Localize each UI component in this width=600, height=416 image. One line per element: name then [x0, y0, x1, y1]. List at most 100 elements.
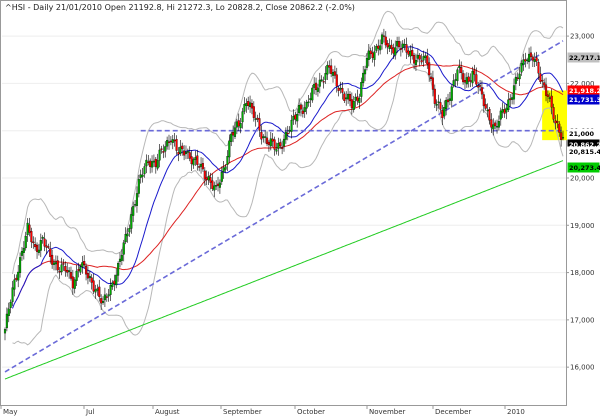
- candle-body: [558, 123, 561, 133]
- candle-body: [201, 163, 204, 170]
- candle-body: [337, 87, 340, 91]
- candle-body: [448, 98, 451, 101]
- candle-body: [345, 97, 348, 100]
- candle-body: [388, 45, 391, 49]
- candle-body: [79, 266, 82, 273]
- candle-body: [365, 58, 368, 68]
- candle-body: [405, 44, 408, 53]
- candle-body: [356, 96, 359, 102]
- candle-body: [3, 329, 7, 334]
- candle-body: [514, 76, 517, 84]
- candle-body: [250, 103, 254, 109]
- candle-body: [39, 239, 42, 251]
- y-tick-label: 17,000: [570, 316, 595, 324]
- candle-body: [429, 76, 433, 80]
- x-tick-label: October: [297, 408, 325, 416]
- candle-body: [145, 159, 148, 167]
- candle-body: [520, 63, 523, 73]
- candle-body: [305, 102, 308, 109]
- candle-body: [343, 93, 346, 101]
- candle-body: [26, 222, 29, 235]
- candle-body: [428, 62, 431, 76]
- candle-body: [509, 98, 512, 101]
- price-tag-box: [567, 128, 600, 139]
- candle-body: [130, 214, 133, 229]
- y-tick-label: 22,000: [570, 80, 595, 88]
- candle-body: [469, 80, 472, 82]
- candle-body: [32, 241, 35, 244]
- candle-body: [299, 104, 303, 110]
- x-tick-label: August: [155, 408, 180, 416]
- candle-body: [556, 121, 559, 123]
- candle-body: [526, 59, 529, 61]
- candle-body: [420, 60, 423, 63]
- candle-body: [222, 167, 225, 172]
- candle-body: [51, 254, 54, 265]
- trendline: [4, 40, 564, 373]
- candle-body: [546, 94, 549, 97]
- candle-body: [37, 249, 40, 253]
- trendlines: [4, 40, 564, 373]
- candle-body: [386, 43, 389, 48]
- candle-body: [167, 141, 171, 143]
- candle-body: [143, 166, 146, 175]
- candle-body: [552, 107, 555, 120]
- candle-body: [320, 79, 323, 81]
- candle-body: [162, 151, 165, 153]
- candle-body: [298, 104, 301, 114]
- candle-body: [43, 238, 46, 247]
- candle-body: [41, 236, 44, 239]
- candle-body: [330, 65, 333, 74]
- candle-body: [45, 245, 48, 248]
- candle-body: [377, 45, 380, 49]
- candle-body: [471, 71, 474, 84]
- candle-body: [81, 262, 84, 267]
- candle-body: [258, 118, 261, 131]
- candle-body: [11, 287, 14, 302]
- candle-body: [207, 176, 210, 181]
- candle-body: [473, 69, 476, 75]
- candle-body: [239, 123, 242, 129]
- candle-body: [477, 85, 480, 88]
- candle-body: [228, 140, 231, 158]
- candle-body: [213, 185, 216, 191]
- candle-body: [28, 224, 31, 233]
- candle-body: [241, 111, 244, 123]
- candle-body: [544, 84, 548, 96]
- candle-body: [260, 131, 263, 140]
- candle-body: [275, 149, 278, 152]
- candle-body: [58, 271, 61, 273]
- candle-body: [535, 57, 538, 62]
- candle-body: [169, 140, 172, 143]
- candle-body: [479, 85, 482, 87]
- candle-body: [347, 93, 350, 100]
- candle-body: [352, 101, 355, 110]
- candle-body: [35, 244, 39, 252]
- candle-body: [5, 313, 8, 329]
- candle-body: [529, 52, 533, 58]
- price-tag-label: 20,862.2: [569, 141, 600, 149]
- candle-body: [103, 294, 106, 301]
- candle-body: [132, 206, 135, 216]
- candle-body: [433, 88, 436, 104]
- y-tick-label: 20,000: [570, 174, 595, 182]
- candle-body: [211, 180, 214, 189]
- candle-body: [109, 285, 112, 295]
- candle-body: [422, 56, 425, 61]
- candle-body: [431, 77, 434, 90]
- candle-body: [247, 101, 250, 107]
- candle-body: [490, 119, 493, 128]
- candle-body: [307, 101, 310, 104]
- candle-body: [279, 142, 282, 147]
- candle-body: [284, 131, 287, 140]
- candle-body: [269, 138, 272, 147]
- candle-body: [341, 88, 344, 93]
- candle-body: [441, 110, 444, 119]
- candle-body: [288, 129, 291, 132]
- candle-body: [364, 69, 367, 75]
- candle-body: [117, 263, 120, 276]
- candle-body: [328, 65, 331, 68]
- candle-body: [501, 109, 504, 113]
- candle-body: [94, 289, 97, 293]
